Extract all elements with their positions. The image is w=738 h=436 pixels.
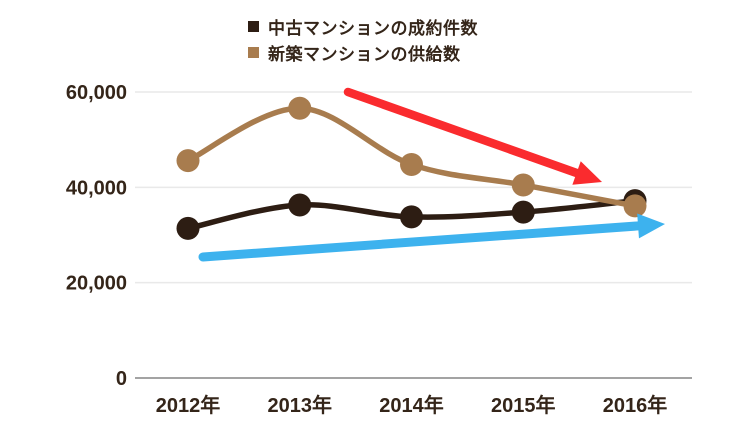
legend-label-new-condos: 新築マンションの供給数 (268, 45, 461, 64)
data-point-new-condos (400, 152, 423, 176)
legend-item-new-condos: 新築マンションの供給数 (248, 41, 478, 64)
x-tick-label: 2013年 (268, 393, 333, 417)
uptrend-arrow-shaft (198, 221, 647, 262)
y-tick-label: 0 (116, 368, 127, 390)
downtrend-arrow-shaft (343, 87, 585, 179)
x-tick-label: 2015年 (491, 393, 556, 417)
downtrend-arrow-head-icon (572, 161, 602, 185)
data-point-used-condos (400, 205, 423, 229)
y-tick-label: 40,000 (66, 177, 127, 199)
legend: 中古マンションの成約件数 新築マンションの供給数 (248, 15, 478, 64)
legend-item-used-condos: 中古マンションの成約件数 (248, 15, 478, 38)
legend-swatch-new-condos-icon (248, 47, 259, 58)
uptrend-arrow-head-icon (637, 213, 665, 239)
legend-label-used-condos: 中古マンションの成約件数 (268, 19, 478, 38)
data-point-new-condos (623, 194, 647, 218)
data-point-new-condos (176, 149, 200, 173)
y-tick-label: 20,000 (66, 273, 127, 295)
x-tick-label: 2014年 (379, 393, 444, 417)
data-point-used-condos (288, 193, 312, 217)
data-point-new-condos (511, 173, 535, 197)
data-point-used-condos (176, 216, 200, 240)
data-point-new-condos (288, 96, 312, 120)
y-tick-label: 60,000 (66, 82, 127, 104)
x-tick-label: 2016年 (603, 393, 668, 417)
x-tick-label: 2012年 (156, 393, 221, 417)
legend-swatch-used-condos-icon (248, 21, 259, 32)
data-point-used-condos (511, 200, 535, 224)
